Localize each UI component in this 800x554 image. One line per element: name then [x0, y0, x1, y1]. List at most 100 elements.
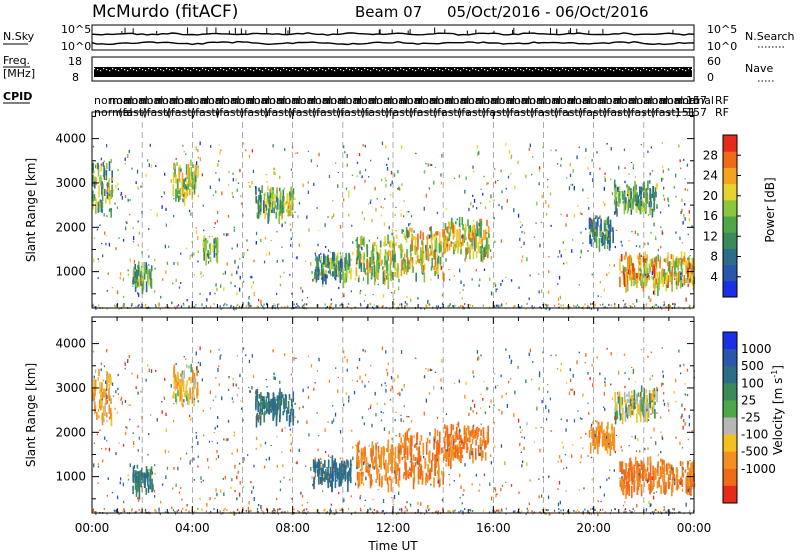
- echo-cell: [394, 272, 396, 277]
- echo-cell: [633, 392, 636, 405]
- scatter-cell: [223, 438, 225, 441]
- echo-cell: [608, 238, 611, 251]
- scatter-cell: [199, 362, 201, 367]
- echo-cell: [608, 230, 610, 242]
- echo-cell: [623, 255, 626, 260]
- echo-cell: [392, 452, 395, 456]
- scatter-cell: [180, 373, 182, 377]
- near-range-cell: [404, 305, 406, 308]
- scatter-cell: [653, 287, 655, 289]
- echo-cell: [454, 444, 457, 453]
- freq-dot: [166, 68, 168, 70]
- echo-cell: [461, 454, 464, 459]
- scatter-cell: [294, 197, 296, 200]
- scatter-cell: [348, 399, 350, 403]
- echo-cell: [442, 241, 445, 255]
- echo-cell: [178, 167, 181, 173]
- echo-cell: [426, 239, 429, 252]
- scatter-cell: [403, 200, 405, 202]
- freq-dot: [682, 69, 684, 71]
- echo-cell: [467, 425, 470, 435]
- scatter-cell: [117, 393, 119, 396]
- near-range-cell: [501, 304, 503, 307]
- scatter-cell: [218, 383, 220, 387]
- echo-cell: [274, 410, 276, 415]
- echo-cell: [92, 194, 94, 202]
- cpid-row1-item: normal: [247, 94, 286, 107]
- freq-dot: [169, 69, 171, 71]
- freq-dot: [115, 69, 117, 71]
- scatter-cell: [560, 418, 562, 421]
- scatter-cell: [103, 365, 106, 368]
- scatter-cell: [374, 391, 376, 396]
- scatter-cell: [539, 243, 541, 248]
- scatter-cell: [310, 262, 312, 266]
- scatter-cell: [183, 399, 185, 403]
- scatter-cell: [596, 420, 598, 424]
- echo-cell: [425, 249, 427, 258]
- scatter-cell: [656, 412, 658, 414]
- echo-cell: [438, 242, 441, 254]
- near-range-cell: [284, 306, 286, 309]
- near-range-cell: [645, 303, 648, 306]
- echo-cell: [133, 266, 135, 271]
- scatter-cell: [427, 300, 429, 304]
- scatter-cell: [631, 367, 633, 368]
- scatter-cell: [635, 450, 638, 452]
- freq-dot: [424, 70, 426, 72]
- freq-dot: [256, 68, 258, 70]
- echo-cell: [152, 484, 154, 491]
- echo-cell: [394, 469, 396, 480]
- scatter-cell: [584, 362, 586, 364]
- echo-cell: [327, 469, 329, 476]
- echo-cell: [618, 193, 621, 201]
- echo-cell: [108, 383, 111, 389]
- echo-cell: [255, 186, 257, 195]
- nsearch-label: N.Search: [745, 30, 795, 43]
- scatter-cell: [660, 431, 662, 433]
- cbar-tick-label: 4: [710, 270, 718, 284]
- echo-cell: [634, 398, 637, 408]
- echo-cell: [417, 466, 420, 479]
- echo-cell: [640, 485, 643, 490]
- scatter-cell: [521, 436, 523, 438]
- echo-cell: [667, 462, 670, 466]
- echo-cell: [438, 479, 441, 488]
- near-range-cell: [117, 511, 119, 514]
- near-range-cell: [614, 303, 616, 306]
- scatter-cell: [613, 264, 615, 267]
- echo-cell: [648, 393, 651, 407]
- freq-dot: [376, 69, 378, 71]
- y-tick-label: 1000: [55, 265, 86, 279]
- scatter-cell: [117, 182, 119, 186]
- near-range-cell: [645, 304, 647, 307]
- echo-cell: [137, 471, 140, 483]
- echo-cell: [461, 242, 464, 246]
- echo-cell: [413, 236, 415, 240]
- scatter-cell: [545, 418, 548, 421]
- scatter-cell: [311, 475, 313, 480]
- echo-cell: [484, 441, 486, 450]
- echo-cell: [401, 259, 403, 271]
- scatter-cell: [307, 150, 310, 152]
- echo-cell: [412, 236, 414, 241]
- echo-cell: [313, 460, 315, 472]
- scatter-cell: [385, 384, 387, 387]
- scatter-cell: [594, 434, 596, 437]
- near-range-cell: [174, 306, 176, 308]
- echo-cell: [372, 244, 374, 253]
- near-range-cell: [665, 306, 667, 309]
- scatter-cell: [399, 187, 401, 191]
- echo-cell: [654, 409, 656, 419]
- scatter-cell: [433, 233, 435, 237]
- echo-cell: [426, 437, 429, 443]
- scatter-cell: [322, 490, 324, 492]
- scatter-cell: [619, 477, 621, 479]
- scatter-cell: [661, 142, 663, 144]
- cbar-swatch: [723, 280, 737, 298]
- echo-cell: [619, 413, 622, 421]
- echo-cell: [378, 473, 381, 487]
- near-range-cell: [249, 302, 251, 305]
- scatter-cell: [410, 458, 412, 461]
- cpid-row-1: normalnormalnormalnormalnormalnormalnorm…: [94, 94, 714, 107]
